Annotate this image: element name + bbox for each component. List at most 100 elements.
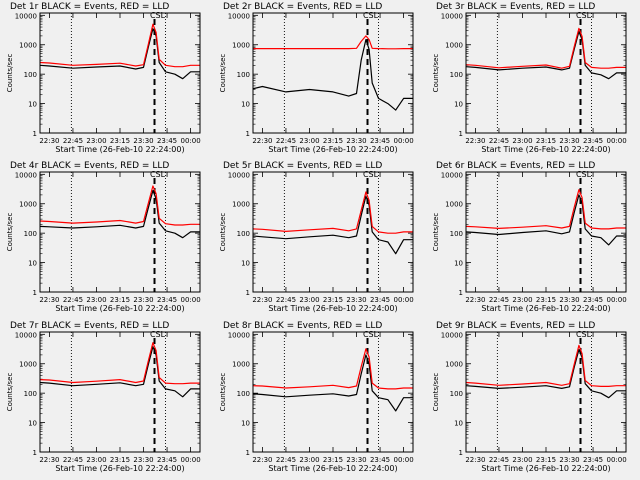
- x-tick-label: 23:15: [110, 456, 130, 464]
- events-series-line: [252, 354, 413, 412]
- x-tick-label: 23:45: [583, 456, 603, 464]
- csl-label: CSL: [150, 330, 166, 339]
- y-tick-label: 1000: [19, 42, 37, 50]
- x-tick-label: 23:00: [86, 296, 106, 304]
- x-tick-label: 23:30: [133, 456, 153, 464]
- x-tick-label: 22:45: [489, 296, 509, 304]
- events-series-line: [252, 195, 413, 255]
- x-tick-label: 00:00: [606, 296, 626, 304]
- y-tick-label: 1000: [232, 42, 250, 50]
- y-tick-label: 100: [450, 230, 463, 238]
- lld-series-line: [253, 35, 413, 50]
- csl-label: CSL: [363, 330, 379, 339]
- x-tick-label: 23:30: [559, 137, 579, 145]
- x-tick-label: 23:00: [299, 137, 319, 145]
- x-tick-label: 00:00: [606, 137, 626, 145]
- x-tick-label: 00:00: [180, 137, 200, 145]
- x-tick-label: 22:45: [63, 456, 83, 464]
- plot-frame: [252, 171, 414, 293]
- y-axis-label: Counts/sec: [6, 213, 14, 252]
- x-tick-label: 23:30: [346, 137, 366, 145]
- lld-series-line: [465, 344, 626, 387]
- csl-label: CSL: [576, 11, 592, 20]
- x-tick-label: 23:15: [323, 137, 343, 145]
- events-series-line: [252, 38, 413, 111]
- plot-frame: [252, 331, 414, 453]
- y-axis-label: Counts/sec: [6, 54, 14, 93]
- y-tick-label: 1: [459, 449, 463, 457]
- y-tick-label: 10000: [441, 331, 463, 339]
- x-tick-label: 00:00: [393, 137, 413, 145]
- y-axis-label: Counts/sec: [432, 213, 440, 252]
- plot-frame: [39, 171, 201, 293]
- y-tick-label: 10: [454, 260, 463, 268]
- csl-label: CSL: [576, 330, 592, 339]
- x-tick-label: 23:45: [157, 456, 177, 464]
- y-tick-label: 10: [454, 420, 463, 428]
- y-tick-label: 1000: [232, 361, 250, 369]
- x-tick-label: 23:15: [536, 456, 556, 464]
- x-tick-label: 22:30: [252, 296, 272, 304]
- y-tick-label: 10: [28, 420, 37, 428]
- y-tick-label: 10000: [15, 331, 37, 339]
- y-tick-label: 1000: [445, 42, 463, 50]
- y-tick-label: 100: [450, 71, 463, 79]
- plot-frame: [465, 331, 627, 453]
- y-tick-label: 1000: [232, 201, 250, 209]
- panel-title: Det 1r BLACK = Events, RED = LLD: [10, 2, 169, 12]
- events-series-line: [465, 349, 626, 399]
- plot-frame: [39, 12, 201, 134]
- y-tick-label: 10: [454, 101, 463, 109]
- plot-frame: [465, 12, 627, 134]
- x-tick-label: 23:15: [110, 296, 130, 304]
- y-tick-label: 10000: [15, 171, 37, 179]
- x-tick-label: 22:30: [39, 456, 59, 464]
- y-axis-label: Counts/sec: [6, 373, 14, 412]
- plot-frame: [252, 12, 414, 134]
- panel-title: Det 2r BLACK = Events, RED = LLD: [223, 2, 382, 12]
- events-series-line: [39, 28, 200, 80]
- x-tick-label: 00:00: [180, 296, 200, 304]
- x-tick-label: 23:45: [157, 137, 177, 145]
- x-axis-label: Start Time (26-Feb-10 22:24:00): [268, 464, 397, 473]
- x-axis-label: Start Time (26-Feb-10 22:24:00): [268, 145, 397, 154]
- csl-label: CSL: [363, 170, 379, 179]
- y-tick-label: 1: [246, 289, 250, 297]
- y-tick-label: 100: [24, 71, 37, 79]
- y-tick-label: 10: [28, 260, 37, 268]
- x-tick-label: 23:00: [512, 296, 532, 304]
- panel-title: Det 6r BLACK = Events, RED = LLD: [436, 161, 595, 171]
- x-tick-label: 23:45: [583, 137, 603, 145]
- y-tick-label: 1000: [19, 361, 37, 369]
- chart-panel: Det 3r BLACK = Events, RED = LLD Counts/s…: [432, 2, 627, 154]
- csl-label: CSL: [363, 11, 379, 20]
- x-tick-label: 23:45: [157, 296, 177, 304]
- x-tick-label: 22:45: [276, 456, 296, 464]
- lld-series-line: [39, 23, 200, 68]
- chart-panel: Det 9r BLACK = Events, RED = LLD Counts/s…: [432, 321, 627, 473]
- y-tick-label: 1: [33, 130, 37, 138]
- x-tick-label: 23:45: [370, 296, 390, 304]
- plot-frame: [39, 331, 201, 453]
- y-tick-label: 1: [459, 289, 463, 297]
- y-axis-label: Counts/sec: [219, 54, 227, 93]
- x-tick-label: 22:45: [489, 137, 509, 145]
- x-tick-label: 23:30: [133, 296, 153, 304]
- chart-panel: Det 1r BLACK = Events, RED = LLD Counts/s…: [6, 2, 201, 154]
- y-axis-label: Counts/sec: [432, 373, 440, 412]
- x-tick-label: 23:30: [559, 456, 579, 464]
- x-tick-label: 23:45: [583, 296, 603, 304]
- events-series-line: [39, 346, 200, 398]
- x-tick-label: 22:30: [465, 296, 485, 304]
- x-tick-label: 23:15: [323, 456, 343, 464]
- y-tick-label: 1: [33, 449, 37, 457]
- x-tick-label: 00:00: [606, 456, 626, 464]
- lld-series-line: [252, 191, 413, 234]
- x-tick-label: 23:45: [370, 137, 390, 145]
- chart-panel: Det 5r BLACK = Events, RED = LLD Counts/s…: [219, 161, 414, 313]
- x-tick-label: 23:00: [299, 456, 319, 464]
- x-tick-label: 23:45: [370, 456, 390, 464]
- chart-panel: Det 2r BLACK = Events, RED = LLD Counts/s…: [219, 2, 414, 154]
- x-tick-label: 23:00: [299, 296, 319, 304]
